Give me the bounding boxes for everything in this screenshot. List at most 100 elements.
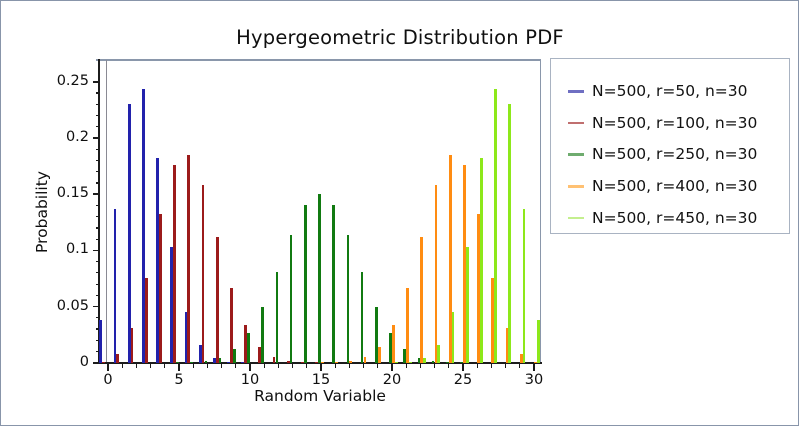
- pdf-bar: [303, 205, 307, 363]
- pdf-bar: [159, 214, 162, 363]
- pdf-bar: [434, 184, 438, 363]
- y-major-tick: [92, 249, 100, 252]
- pdf-bar: [173, 165, 177, 363]
- legend: N=500, r=50, n=30 N=500, r=100, n=30 N=500…: [550, 57, 790, 234]
- y-minor-tick: [95, 204, 100, 207]
- pdf-bar: [522, 209, 526, 363]
- pdf-bar: [335, 362, 338, 363]
- y-minor-tick: [95, 171, 100, 173]
- pdf-bar: [244, 325, 248, 363]
- legend-item-label: N=500, r=100, n=30: [592, 113, 758, 132]
- plot-frame-top-border: [96, 59, 541, 61]
- pdf-bar: [451, 312, 455, 363]
- plot-frame-right-border: [539, 59, 541, 364]
- legend-swatch-line: [568, 90, 584, 93]
- legend-item-label: N=500, r=400, n=30: [592, 176, 758, 195]
- x-major-tick: [107, 364, 109, 371]
- x-minor-tick: [263, 364, 265, 368]
- x-minor-tick: [292, 364, 294, 368]
- y-minor-tick: [95, 227, 100, 229]
- pdf-bar: [247, 333, 250, 363]
- pdf-bar: [190, 362, 194, 363]
- pdf-bar: [533, 361, 537, 363]
- pdf-bar: [431, 361, 435, 363]
- x-minor-tick: [434, 364, 436, 368]
- y-tick-label: 0.15: [56, 185, 89, 202]
- legend-swatch-line: [568, 153, 584, 156]
- pdf-bar: [423, 357, 426, 363]
- legend-item-label: N=500, r=250, n=30: [592, 145, 758, 164]
- legend-swatch-line: [568, 121, 584, 125]
- y-minor-tick: [95, 216, 100, 218]
- pdf-bar: [389, 333, 392, 363]
- pdf-bar: [184, 312, 188, 363]
- y-minor-tick: [95, 317, 100, 319]
- x-tick-label: 30: [524, 372, 544, 388]
- x-minor-tick: [221, 364, 223, 368]
- pdf-bar: [170, 247, 174, 363]
- pdf-bar: [230, 288, 233, 363]
- pdf-bar: [519, 353, 523, 363]
- x-minor-tick: [235, 364, 237, 368]
- x-minor-tick: [405, 364, 407, 368]
- y-minor-tick: [95, 148, 100, 150]
- x-major-tick: [533, 364, 535, 371]
- pdf-bar: [462, 165, 466, 363]
- y-minor-tick: [95, 238, 100, 240]
- y-minor-tick: [95, 114, 100, 117]
- legend-item: N=500, r=400, n=30: [551, 175, 789, 197]
- x-tick-label: 15: [311, 372, 331, 388]
- y-tick-label: 0.2: [65, 129, 89, 145]
- pdf-bar: [480, 158, 483, 363]
- y-minor-tick: [95, 261, 100, 263]
- y-minor-tick: [95, 159, 100, 162]
- y-axis-title: Probability: [33, 171, 51, 253]
- x-minor-tick: [505, 364, 507, 368]
- legend-item: N=500, r=250, n=30: [551, 143, 789, 165]
- x-minor-tick: [206, 364, 208, 368]
- x-minor-tick: [135, 364, 137, 368]
- pdf-bar: [448, 154, 452, 363]
- pdf-bar: [127, 104, 131, 363]
- x-minor-tick: [334, 364, 336, 368]
- x-minor-tick: [306, 364, 308, 368]
- pdf-bar: [320, 362, 324, 363]
- pdf-bar: [394, 362, 398, 363]
- y-minor-tick: [95, 283, 100, 285]
- pdf-bar: [508, 104, 512, 363]
- y-minor-tick: [95, 294, 100, 296]
- y-tick-label: 0.1: [65, 241, 89, 258]
- pdf-bar: [346, 234, 350, 363]
- pdf-bar: [377, 346, 381, 363]
- pdf-bar: [301, 362, 304, 363]
- y-minor-tick: [95, 339, 100, 341]
- x-tick-label: 20: [382, 372, 402, 388]
- pdf-bar: [144, 278, 148, 363]
- legend-swatch-line: [568, 184, 584, 188]
- y-tick-label: 0: [79, 353, 89, 370]
- y-minor-tick: [95, 182, 100, 184]
- pdf-bar: [465, 247, 469, 363]
- x-tick-label: 5: [174, 372, 184, 388]
- x-major-tick: [178, 364, 180, 371]
- x-major-tick: [320, 364, 322, 371]
- x-zero-gridline: [105, 60, 108, 362]
- y-tick-label: 0.05: [56, 297, 89, 314]
- legend-item: N=500, r=100, n=30: [551, 112, 789, 134]
- legend-item-label: N=500, r=450, n=30: [592, 208, 758, 227]
- y-tick-label: 0.25: [56, 72, 89, 89]
- legend-item: N=500, r=450, n=30: [551, 207, 789, 229]
- y-major-tick: [92, 362, 100, 364]
- pdf-bar: [130, 328, 134, 363]
- x-axis-line: [96, 361, 542, 364]
- pdf-bar: [176, 362, 179, 363]
- y-minor-tick: [95, 126, 100, 128]
- legend-item-label: N=500, r=50, n=30: [592, 82, 748, 100]
- y-minor-tick: [95, 272, 100, 274]
- y-minor-tick: [95, 328, 100, 330]
- pdf-bar: [536, 319, 540, 363]
- pdf-bar: [403, 349, 407, 363]
- pdf-bar: [275, 272, 279, 363]
- pdf-bar: [494, 89, 497, 363]
- x-axis-title: Random Variable: [254, 387, 386, 405]
